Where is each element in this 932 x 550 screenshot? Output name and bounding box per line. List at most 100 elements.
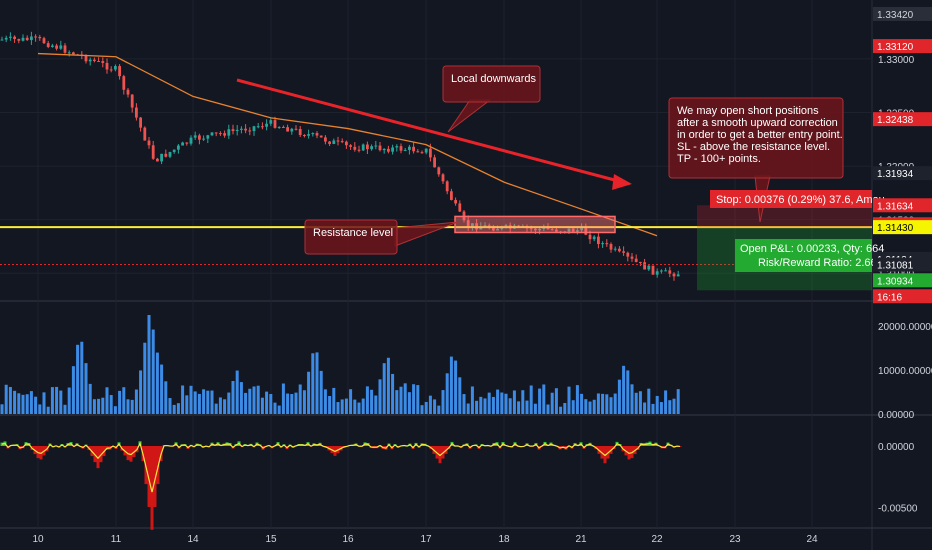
- candle-body: [597, 236, 600, 244]
- volume-bar: [4, 384, 8, 414]
- oscillator-signal-line: [1, 441, 681, 493]
- volume-bar: [659, 402, 663, 414]
- volume-bar: [252, 386, 256, 414]
- pnl-label: Open P&L: 0.00233, Qty: 664 Risk/Reward R…: [735, 239, 884, 272]
- volume-bar: [197, 393, 201, 414]
- candle-body: [340, 141, 344, 143]
- price-badge-text: 1.31634: [877, 201, 914, 212]
- volume-bar: [353, 399, 357, 414]
- price-badge-bg: [873, 289, 932, 304]
- volume-bar: [433, 399, 437, 414]
- volume-bar: [420, 405, 424, 414]
- candle-body: [643, 262, 646, 270]
- candle-body: [147, 140, 151, 146]
- volume-bar: [521, 390, 525, 414]
- candle-body: [156, 158, 159, 162]
- volume-bar: [391, 373, 395, 414]
- candle-body: [655, 271, 659, 275]
- volume-bar: [403, 383, 407, 414]
- candle-body: [571, 228, 575, 232]
- candle-body: [42, 38, 46, 44]
- volume-bar: [605, 394, 609, 414]
- price-badge: 1.32438: [873, 112, 932, 127]
- resistance-zone: [454, 215, 616, 234]
- stop-label-bg: [710, 190, 872, 208]
- candle-body: [324, 137, 327, 142]
- price-badge-bg: [873, 257, 932, 272]
- volume-bar: [256, 385, 260, 414]
- volume-bar: [332, 387, 336, 414]
- volume-bar: [668, 400, 672, 414]
- volume-bar: [580, 393, 584, 414]
- candle-body: [546, 227, 550, 230]
- volume-bar: [445, 373, 449, 414]
- price-badge: 1.31634: [873, 198, 932, 213]
- volume-bar: [567, 386, 571, 414]
- candle-body: [206, 135, 210, 139]
- volume-bar: [512, 390, 516, 414]
- volume-pane: [0, 315, 680, 414]
- volume-bar: [458, 377, 462, 414]
- idea-callout-text: SL - above the resistance level.: [677, 141, 830, 153]
- volume-bar: [454, 360, 458, 414]
- volume-bar: [538, 388, 542, 414]
- volume-bar: [25, 394, 29, 414]
- candle-body: [164, 153, 168, 157]
- volume-bar: [374, 395, 378, 414]
- oscillator-bar: [150, 446, 154, 530]
- candle-body: [240, 128, 243, 130]
- stop-zone: [697, 205, 872, 228]
- candle-body: [286, 127, 289, 132]
- candle-body: [319, 135, 323, 138]
- volume-bar: [80, 341, 84, 414]
- volume-bar: [59, 390, 63, 414]
- price-badge-bg: [873, 112, 932, 127]
- candle-body: [4, 37, 8, 40]
- volume-bar: [672, 398, 676, 414]
- volume-axis-label: 20000.00000: [878, 322, 932, 333]
- candle-body: [420, 152, 424, 154]
- volume-bar: [344, 398, 348, 414]
- candle-body: [651, 265, 655, 275]
- candle-body: [261, 126, 264, 128]
- volume-bar: [277, 405, 281, 414]
- candle-body: [584, 227, 588, 235]
- volume-bar: [265, 391, 269, 414]
- candle-body: [265, 123, 268, 127]
- candle-body: [399, 146, 403, 151]
- volume-bar: [210, 390, 214, 414]
- volume-bar: [185, 395, 189, 414]
- local-downwards-callout-box: [442, 65, 541, 103]
- pnl-label-bg: [735, 239, 872, 272]
- volume-bar: [143, 342, 147, 414]
- candle-body: [357, 149, 361, 151]
- volume-bar: [655, 395, 659, 414]
- candle-body: [311, 133, 315, 135]
- price-badge-text: 1.33120: [877, 42, 914, 53]
- volume-bar: [307, 371, 311, 414]
- candle-body: [567, 228, 571, 232]
- volume-bar: [588, 401, 592, 414]
- candle-body: [403, 149, 407, 151]
- volume-bar: [218, 397, 222, 414]
- volume-bar: [113, 406, 117, 414]
- candle-body: [135, 107, 138, 118]
- price-badge-bg: [873, 198, 932, 213]
- volume-bar: [483, 398, 487, 414]
- volume-bar: [298, 384, 302, 414]
- volume-bar: [407, 392, 411, 414]
- candle-body: [101, 61, 105, 63]
- volume-bar: [105, 387, 109, 414]
- volume-bar: [84, 363, 88, 414]
- volume-bar: [189, 385, 193, 414]
- candle-body: [634, 258, 638, 262]
- volume-bar: [609, 397, 613, 414]
- candle-body: [223, 133, 226, 136]
- axes: 20000.00000 10000.00000 0.00000 0.00000 -0.0…: [32, 6, 932, 545]
- x-axis-label: 21: [575, 534, 587, 545]
- volume-bar: [584, 399, 588, 414]
- candle-body: [529, 228, 533, 230]
- price-badge-bg: [873, 166, 932, 181]
- candle-body: [441, 174, 445, 182]
- candle-body: [67, 52, 71, 54]
